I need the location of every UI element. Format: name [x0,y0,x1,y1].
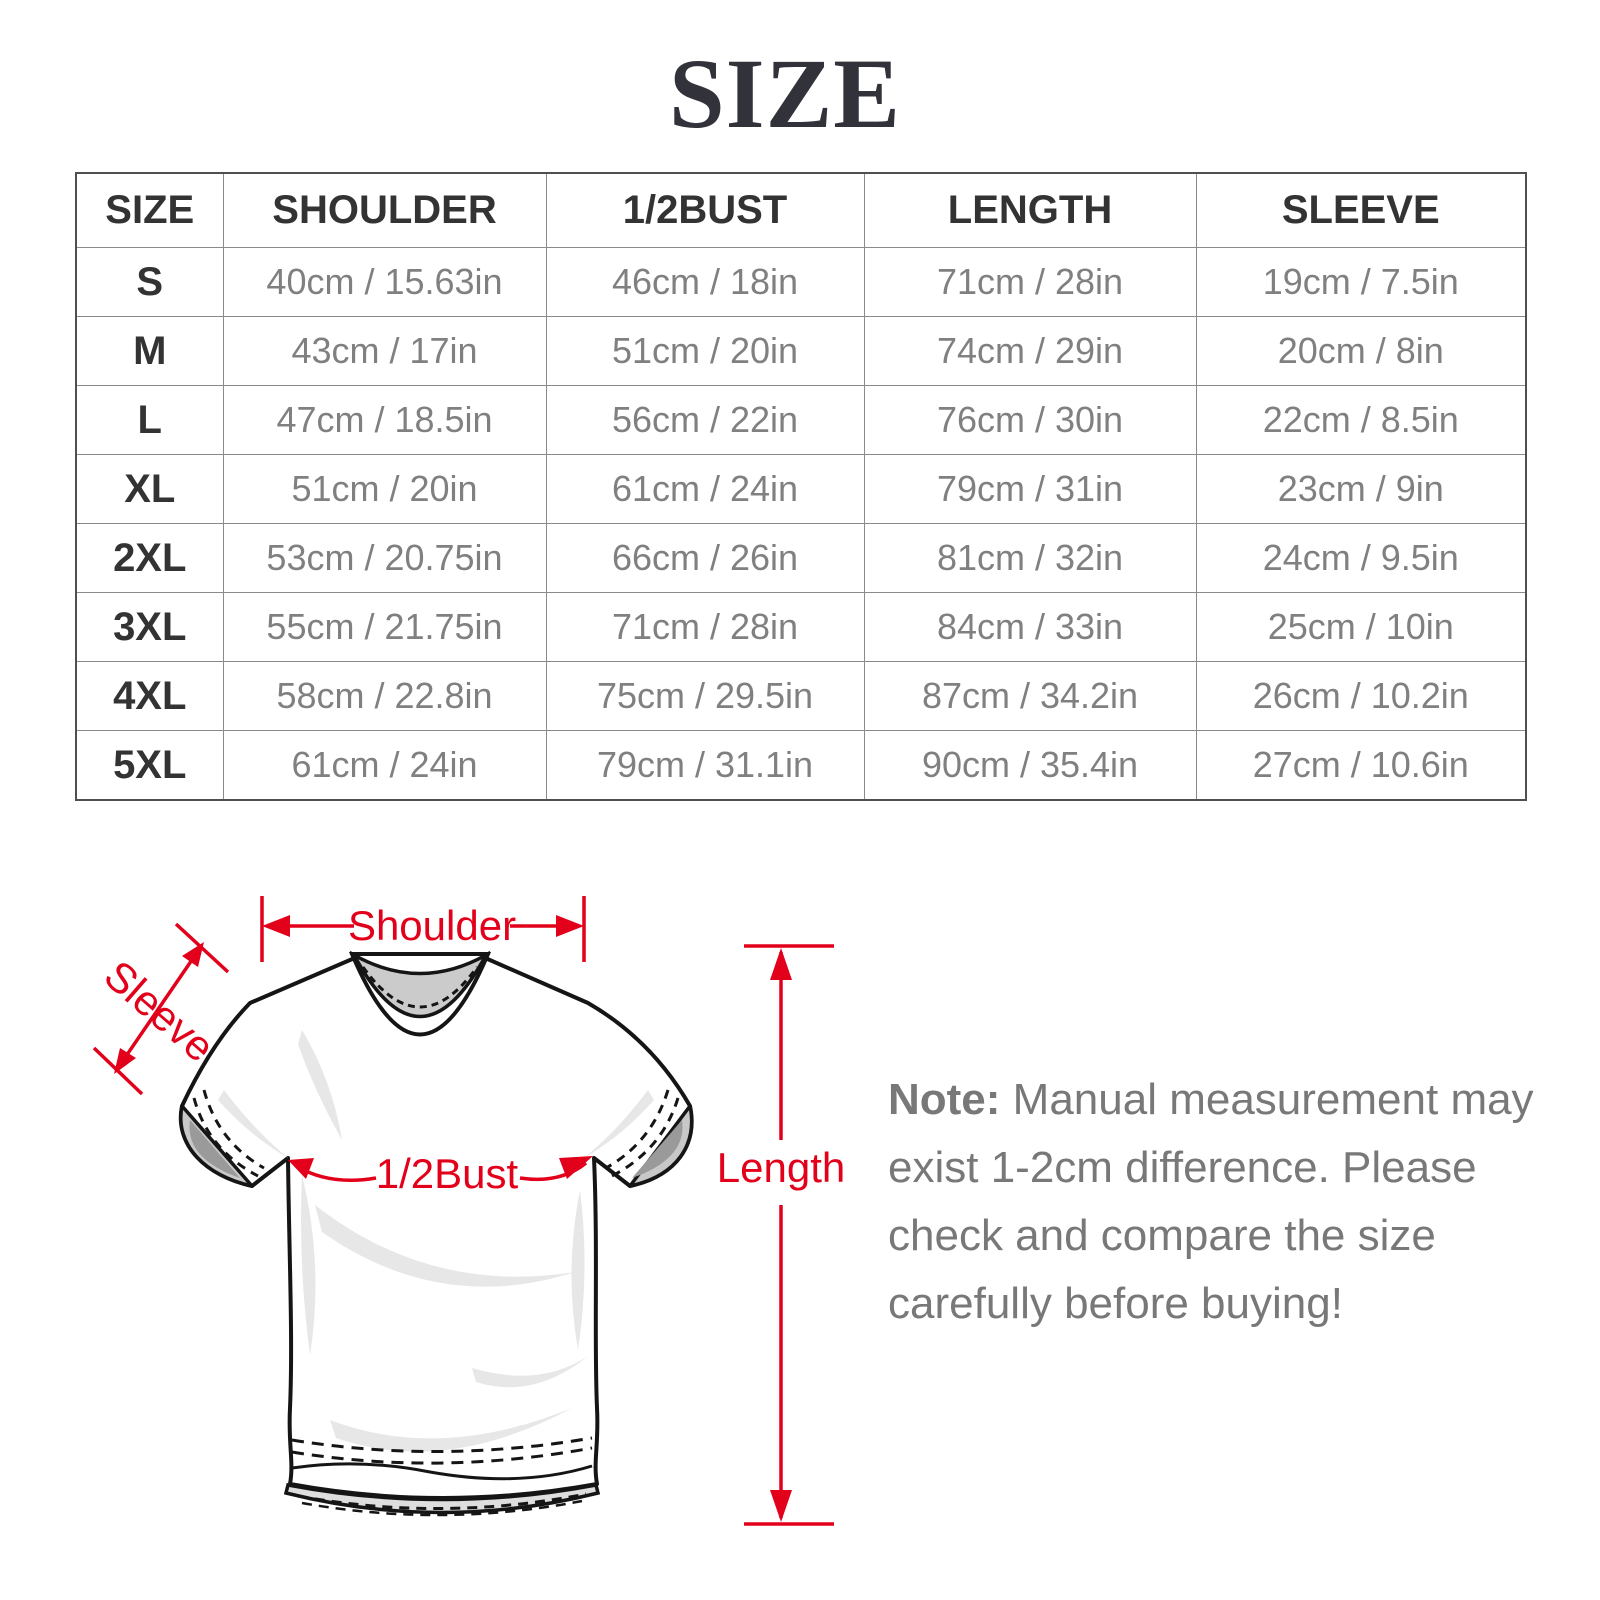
size-cell: L [75,385,224,455]
table-row: 3XL 55cm / 21.75in 71cm / 28in 84cm / 33… [75,592,1527,662]
column-header-size: SIZE [75,172,224,248]
column-header-bust: 1/2BUST [545,172,865,248]
tshirt-body [178,955,694,1500]
size-cell: 2XL [75,523,224,593]
length-cell: 76cm / 30in [863,385,1197,455]
sleeve-label: Sleeve [96,951,224,1071]
page-title: SIZE [669,38,901,149]
length-cell: 74cm / 29in [863,316,1197,386]
sleeve-cell: 26cm / 10.2in [1195,661,1527,731]
length-cell: 81cm / 32in [863,523,1197,593]
bust-cell: 79cm / 31.1in [545,730,865,801]
table-row: 2XL 53cm / 20.75in 66cm / 26in 81cm / 32… [75,523,1527,593]
table-row: L 47cm / 18.5in 56cm / 22in 76cm / 30in … [75,385,1527,455]
bust-cell: 46cm / 18in [545,247,865,317]
length-cell: 71cm / 28in [863,247,1197,317]
table-row: S 40cm / 15.63in 46cm / 18in 71cm / 28in… [75,247,1527,317]
fabric-wrinkles [218,1030,654,1452]
sleeve-cell: 23cm / 9in [1195,454,1527,524]
bust-cell: 61cm / 24in [545,454,865,524]
sleeve-cell: 27cm / 10.6in [1195,730,1527,801]
size-cell: S [75,247,224,317]
sleeve-cell: 25cm / 10in [1195,592,1527,662]
bust-cell: 66cm / 26in [545,523,865,593]
size-cell: 3XL [75,592,224,662]
bust-cell: 75cm / 29.5in [545,661,865,731]
collar [348,950,492,1037]
length-label: Length [717,1144,845,1191]
bust-label: 1/2Bust [376,1150,519,1197]
tshirt-illustration [178,950,694,1517]
length-cell: 79cm / 31in [863,454,1197,524]
shoulder-cell: 51cm / 20in [222,454,547,524]
sleeve-cell: 19cm / 7.5in [1195,247,1527,317]
size-diagram: Shoulder Sleeve 1/2Bust Lengt [92,896,845,1526]
bust-cell: 56cm / 22in [545,385,865,455]
note-line: check and compare the size [888,1211,1436,1260]
size-cell: XL [75,454,224,524]
shoulder-cell: 58cm / 22.8in [222,661,547,731]
table-row: M 43cm / 17in 51cm / 20in 74cm / 29in 20… [75,316,1527,386]
column-header-shoulder: SHOULDER [222,172,547,248]
table-row: 4XL 58cm / 22.8in 75cm / 29.5in 87cm / 3… [75,661,1527,731]
size-cell: 5XL [75,730,224,801]
note-text: Note: Manual measurement may exist 1-2cm… [888,1066,1534,1338]
column-header-length: LENGTH [863,172,1197,248]
shoulder-cell: 53cm / 20.75in [222,523,547,593]
sleeve-cell: 22cm / 8.5in [1195,385,1527,455]
hem [283,1436,601,1517]
note-line: Note: Manual measurement may [888,1066,1534,1134]
table-header-row: SIZE SHOULDER 1/2BUST LENGTH SLEEVE [75,172,1527,248]
shoulder-cell: 55cm / 21.75in [222,592,547,662]
shoulder-cell: 47cm / 18.5in [222,385,547,455]
table-row: 5XL 61cm / 24in 79cm / 31.1in 90cm / 35.… [75,730,1527,801]
length-annotation: Length [717,944,845,1526]
note-prefix: Note: [888,1075,1001,1124]
bust-cell: 51cm / 20in [545,316,865,386]
left-cuff [179,1089,265,1188]
right-cuff [605,1089,694,1188]
length-cell: 87cm / 34.2in [863,661,1197,731]
shoulder-cell: 40cm / 15.63in [222,247,547,317]
shoulder-annotation: Shoulder [260,896,586,962]
column-header-sleeve: SLEEVE [1195,172,1527,248]
table-row: XL 51cm / 20in 61cm / 24in 79cm / 31in 2… [75,454,1527,524]
sleeve-cell: 24cm / 9.5in [1195,523,1527,593]
size-cell: M [75,316,224,386]
size-cell: 4XL [75,661,224,731]
bust-cell: 71cm / 28in [545,592,865,662]
note-line: exist 1-2cm difference. Please [888,1143,1477,1192]
note-line: carefully before buying! [888,1279,1343,1328]
sleeve-cell: 20cm / 8in [1195,316,1527,386]
note-line-text: Manual measurement may [1012,1075,1534,1124]
shoulder-label: Shoulder [348,902,516,949]
shoulder-cell: 61cm / 24in [222,730,547,801]
shoulder-cell: 43cm / 17in [222,316,547,386]
size-table: SIZE SHOULDER 1/2BUST LENGTH SLEEVE S 40… [75,172,1527,801]
length-cell: 90cm / 35.4in [863,730,1197,801]
bust-annotation: 1/2Bust [288,1150,593,1197]
length-cell: 84cm / 33in [863,592,1197,662]
